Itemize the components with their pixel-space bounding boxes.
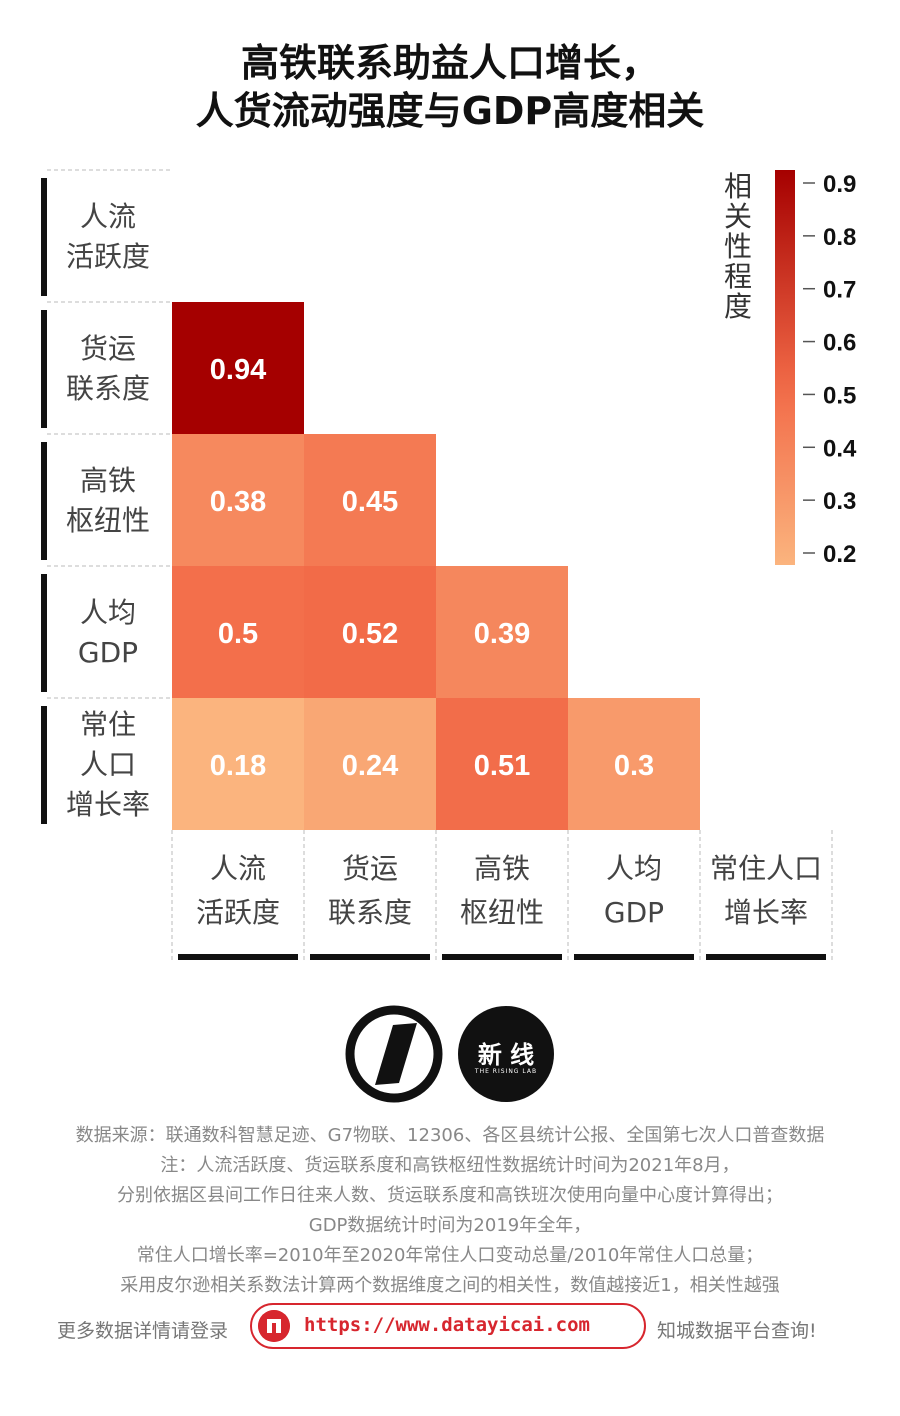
column-label: 联系度 xyxy=(328,896,412,929)
colorbar-tick-label: 0.6 xyxy=(823,330,856,357)
row-label: GDP xyxy=(78,636,138,669)
footer-right-text: 知城数据平台查询! xyxy=(657,1320,817,1342)
logo-row: 新 线 THE RISING LAB xyxy=(0,1005,900,1105)
heatmap-cell xyxy=(172,302,304,434)
url-link[interactable]: https://www.datayicai.com xyxy=(250,1303,646,1349)
chart-title-line1: 高铁联系助益人口增长， xyxy=(240,41,659,85)
rising-lab-circle-icon xyxy=(458,1006,554,1102)
row-label: 人均 xyxy=(80,596,136,629)
colorbar-title-char: 度 xyxy=(724,290,752,323)
colorbar-tick-label: 0.8 xyxy=(823,224,856,251)
column-label: 增长率 xyxy=(724,896,808,929)
note-line: 注：人流活跃度、货运联系度和高铁枢纽性数据统计时间为2021年8月， xyxy=(160,1155,740,1176)
cell-value-label: 0.38 xyxy=(210,486,266,518)
row-label-bar xyxy=(41,178,47,296)
column-label: 货运 xyxy=(342,852,398,885)
column-label: 活跃度 xyxy=(196,896,280,929)
cell-value-label: 0.94 xyxy=(210,354,266,386)
colorbar-tick-label: 0.2 xyxy=(823,541,856,568)
source-notes: 数据来源：联通数科智慧足迹、G7物联、12306、各区县统计公报、全国第七次人口… xyxy=(0,1121,900,1301)
row-label: 增长率 xyxy=(66,788,150,821)
footer: 更多数据详情请登录 https://www.datayicai.com 知城数据… xyxy=(0,1303,900,1353)
heatmap-cell xyxy=(304,434,436,566)
column-label: 人流 xyxy=(210,852,266,885)
heatmap-cell xyxy=(304,566,436,698)
colorbar-tick-label: 0.4 xyxy=(823,435,857,462)
cell-value-label: 0.51 xyxy=(474,750,530,782)
column-label: 枢纽性 xyxy=(460,896,544,929)
cell-value-label: 0.3 xyxy=(614,750,654,782)
note-line: GDP数据统计时间为2019年全年， xyxy=(308,1215,592,1236)
note-line: 分别依据区县间工作日往来人数、货运联系度和高铁班次使用向量中心度计算得出； xyxy=(117,1185,783,1206)
cell-value-label: 0.45 xyxy=(342,486,398,518)
rising-lab-logo-subtext: THE RISING LAB xyxy=(474,1068,538,1075)
note-line: 常住人口增长率=2010年至2020年常住人口变动总量/2010年常住人口总量； xyxy=(136,1245,764,1266)
row-label: 货运 xyxy=(80,332,136,365)
column-label: 高铁 xyxy=(474,852,530,885)
colorbar-tick-label: 0.5 xyxy=(823,382,856,409)
column-label-bar xyxy=(178,954,298,960)
heatmap-cell xyxy=(568,698,700,830)
note-line: 数据来源：联通数科智慧足迹、G7物联、12306、各区县统计公报、全国第七次人口… xyxy=(75,1125,825,1146)
row-label: 枢纽性 xyxy=(66,504,150,537)
rising-lab-logo-text: 新 线 xyxy=(477,1041,535,1069)
colorbar-title-char: 相 xyxy=(724,170,752,203)
row-label-bar xyxy=(41,574,47,692)
row-label: 人口 xyxy=(80,748,136,781)
yicai-logo-icon xyxy=(345,1005,443,1103)
cell-value-label: 0.39 xyxy=(474,618,530,650)
chart-title-line2: 人货流动强度与GDP高度相关 xyxy=(195,89,705,133)
heatmap-cell xyxy=(172,434,304,566)
colorbar-title-char: 关 xyxy=(724,200,752,233)
row-label-bar xyxy=(41,442,47,560)
column-label: 人均 xyxy=(606,852,662,885)
colorbar-title-char: 性 xyxy=(724,230,752,263)
datayicai-logo-icon xyxy=(258,1310,290,1342)
column-label-bar xyxy=(574,954,694,960)
cell-value-label: 0.5 xyxy=(218,618,258,650)
column-label: GDP xyxy=(604,896,664,929)
row-label: 常住 xyxy=(80,708,136,741)
row-label-bar xyxy=(41,310,47,428)
column-label-bar xyxy=(310,954,430,960)
url-text[interactable]: https://www.datayicai.com xyxy=(304,1314,590,1336)
colorbar-title-char: 程 xyxy=(724,260,752,293)
note-line: 采用皮尔逊相关系数法计算两个数据维度之间的相关性，数值越接近1，相关性越强 xyxy=(120,1275,780,1296)
row-label: 联系度 xyxy=(66,372,150,405)
colorbar xyxy=(775,170,795,565)
colorbar-tick-label: 0.7 xyxy=(823,277,856,304)
heatmap-cell xyxy=(436,566,568,698)
row-label: 高铁 xyxy=(80,464,136,497)
cell-value-label: 0.18 xyxy=(210,750,266,782)
heatmap-cell xyxy=(172,566,304,698)
cell-value-label: 0.24 xyxy=(342,750,398,782)
cell-value-label: 0.52 xyxy=(342,618,398,650)
colorbar-tick-label: 0.3 xyxy=(823,488,856,515)
column-label-bar xyxy=(442,954,562,960)
heatmap-cell xyxy=(304,698,436,830)
row-label-bar xyxy=(41,706,47,824)
rising-lab-logo: 新 线 THE RISING LAB xyxy=(457,1005,555,1103)
heatmap-cell xyxy=(436,698,568,830)
footer-left-text: 更多数据详情请登录 xyxy=(57,1320,229,1342)
column-label: 常住人口 xyxy=(710,852,822,885)
row-label: 人流 xyxy=(80,200,136,233)
column-label-bar xyxy=(706,954,826,960)
colorbar-tick-label: 0.9 xyxy=(823,171,856,198)
heatmap-cell xyxy=(172,698,304,830)
row-label: 活跃度 xyxy=(66,240,150,273)
